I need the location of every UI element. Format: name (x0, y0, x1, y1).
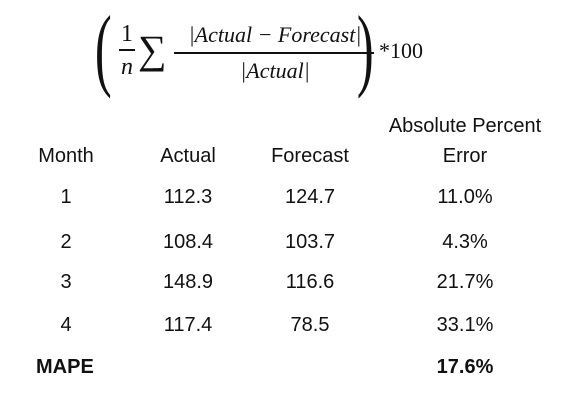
mape-value: 17.6% (436, 356, 494, 378)
table-row-1-actual: 112.3 (163, 186, 213, 208)
fraction-denominator: n (121, 53, 133, 80)
table-row-1-month: 1 (60, 186, 72, 208)
error-fraction: |Actual − Forecast| |Actual| (174, 20, 376, 86)
table-row-1-error: 11.0% (437, 186, 493, 208)
table-row-2-error: 4.3% (442, 231, 488, 253)
error-fraction-bar (174, 52, 374, 54)
table-row-3-error: 21.7% (436, 271, 494, 293)
right-paren: ) (356, 0, 374, 99)
table-row-4-error: 33.1% (436, 314, 494, 336)
header-actual: Actual (160, 145, 216, 167)
table-row-1-forecast: 124.7 (284, 186, 336, 208)
summation-symbol: ∑ (138, 27, 167, 72)
header-month: Month (38, 145, 94, 167)
table-row-4-month: 4 (60, 314, 72, 336)
table-row-2-actual: 108.4 (162, 231, 214, 253)
table-row-3-month: 3 (60, 271, 72, 293)
table-row-2-forecast: 103.7 (284, 231, 336, 253)
fraction-numerator: 1 (121, 21, 133, 47)
table-row-3-forecast: 116.6 (285, 271, 335, 293)
header-error-line1: Absolute Percent (388, 115, 542, 137)
multiplier: *100 (379, 38, 423, 63)
header-error-line2: Error (442, 145, 488, 167)
table-row-2-month: 2 (60, 231, 72, 253)
table-row-4-forecast: 78.5 (290, 314, 330, 336)
error-fraction-denominator: |Actual| (240, 57, 310, 83)
fraction-bar (119, 49, 135, 51)
table-row-4-actual: 117.4 (163, 314, 213, 336)
mape-formula: ( 1 n ∑ |Actual − Forecast| |Actual| ) *… (95, 2, 444, 94)
table-row-3-actual: 148.9 (162, 271, 214, 293)
mape-label: MAPE (36, 356, 94, 378)
error-fraction-numerator: |Actual − Forecast| (188, 22, 362, 47)
one-over-n-fraction: 1 n (118, 22, 136, 79)
header-forecast: Forecast (271, 145, 349, 167)
left-paren: ( (94, 0, 112, 99)
